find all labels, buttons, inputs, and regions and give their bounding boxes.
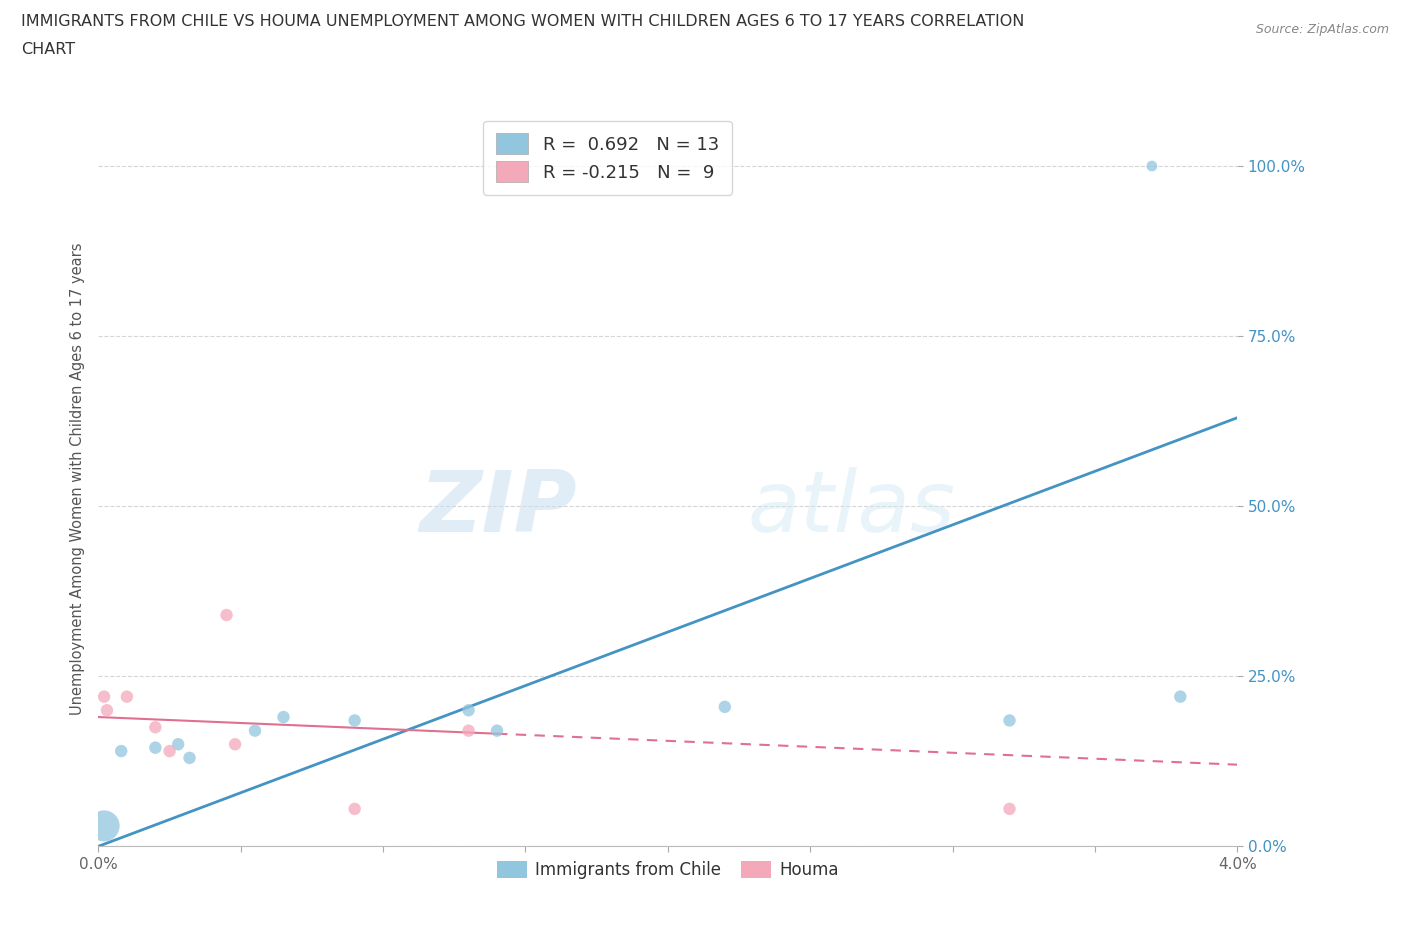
Point xyxy=(96,703,118,718)
Legend: Immigrants from Chile, Houma: Immigrants from Chile, Houma xyxy=(486,851,849,889)
Point xyxy=(243,724,266,738)
Point xyxy=(145,720,167,735)
Point xyxy=(343,802,366,817)
Text: IMMIGRANTS FROM CHILE VS HOUMA UNEMPLOYMENT AMONG WOMEN WITH CHILDREN AGES 6 TO : IMMIGRANTS FROM CHILE VS HOUMA UNEMPLOYM… xyxy=(21,14,1025,29)
Point xyxy=(167,737,190,751)
Point xyxy=(145,740,167,755)
Point xyxy=(457,724,479,738)
Point xyxy=(998,802,1021,817)
Point xyxy=(486,724,509,738)
Y-axis label: Unemployment Among Women with Children Ages 6 to 17 years: Unemployment Among Women with Children A… xyxy=(69,243,84,715)
Point xyxy=(159,744,181,759)
Text: Source: ZipAtlas.com: Source: ZipAtlas.com xyxy=(1256,23,1389,36)
Point xyxy=(1170,689,1192,704)
Point xyxy=(93,818,115,833)
Point xyxy=(224,737,246,751)
Point xyxy=(110,744,132,759)
Point xyxy=(273,710,295,724)
Point xyxy=(1140,159,1163,174)
Point xyxy=(998,713,1021,728)
Point xyxy=(215,607,238,622)
Text: atlas: atlas xyxy=(748,467,956,550)
Point xyxy=(115,689,138,704)
Text: CHART: CHART xyxy=(21,42,75,57)
Point xyxy=(179,751,201,765)
Text: ZIP: ZIP xyxy=(419,467,576,550)
Point xyxy=(93,689,115,704)
Point xyxy=(343,713,366,728)
Point xyxy=(714,699,737,714)
Point xyxy=(457,703,479,718)
